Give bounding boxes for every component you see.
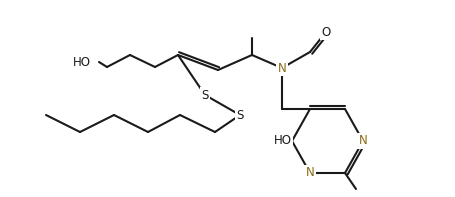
Text: HO: HO: [274, 135, 292, 148]
Text: HO: HO: [73, 56, 91, 69]
Text: O: O: [321, 25, 331, 38]
Text: N: N: [359, 135, 367, 148]
Text: N: N: [278, 61, 286, 74]
Text: S: S: [236, 109, 244, 122]
Text: S: S: [201, 88, 209, 101]
Text: N: N: [306, 166, 314, 179]
